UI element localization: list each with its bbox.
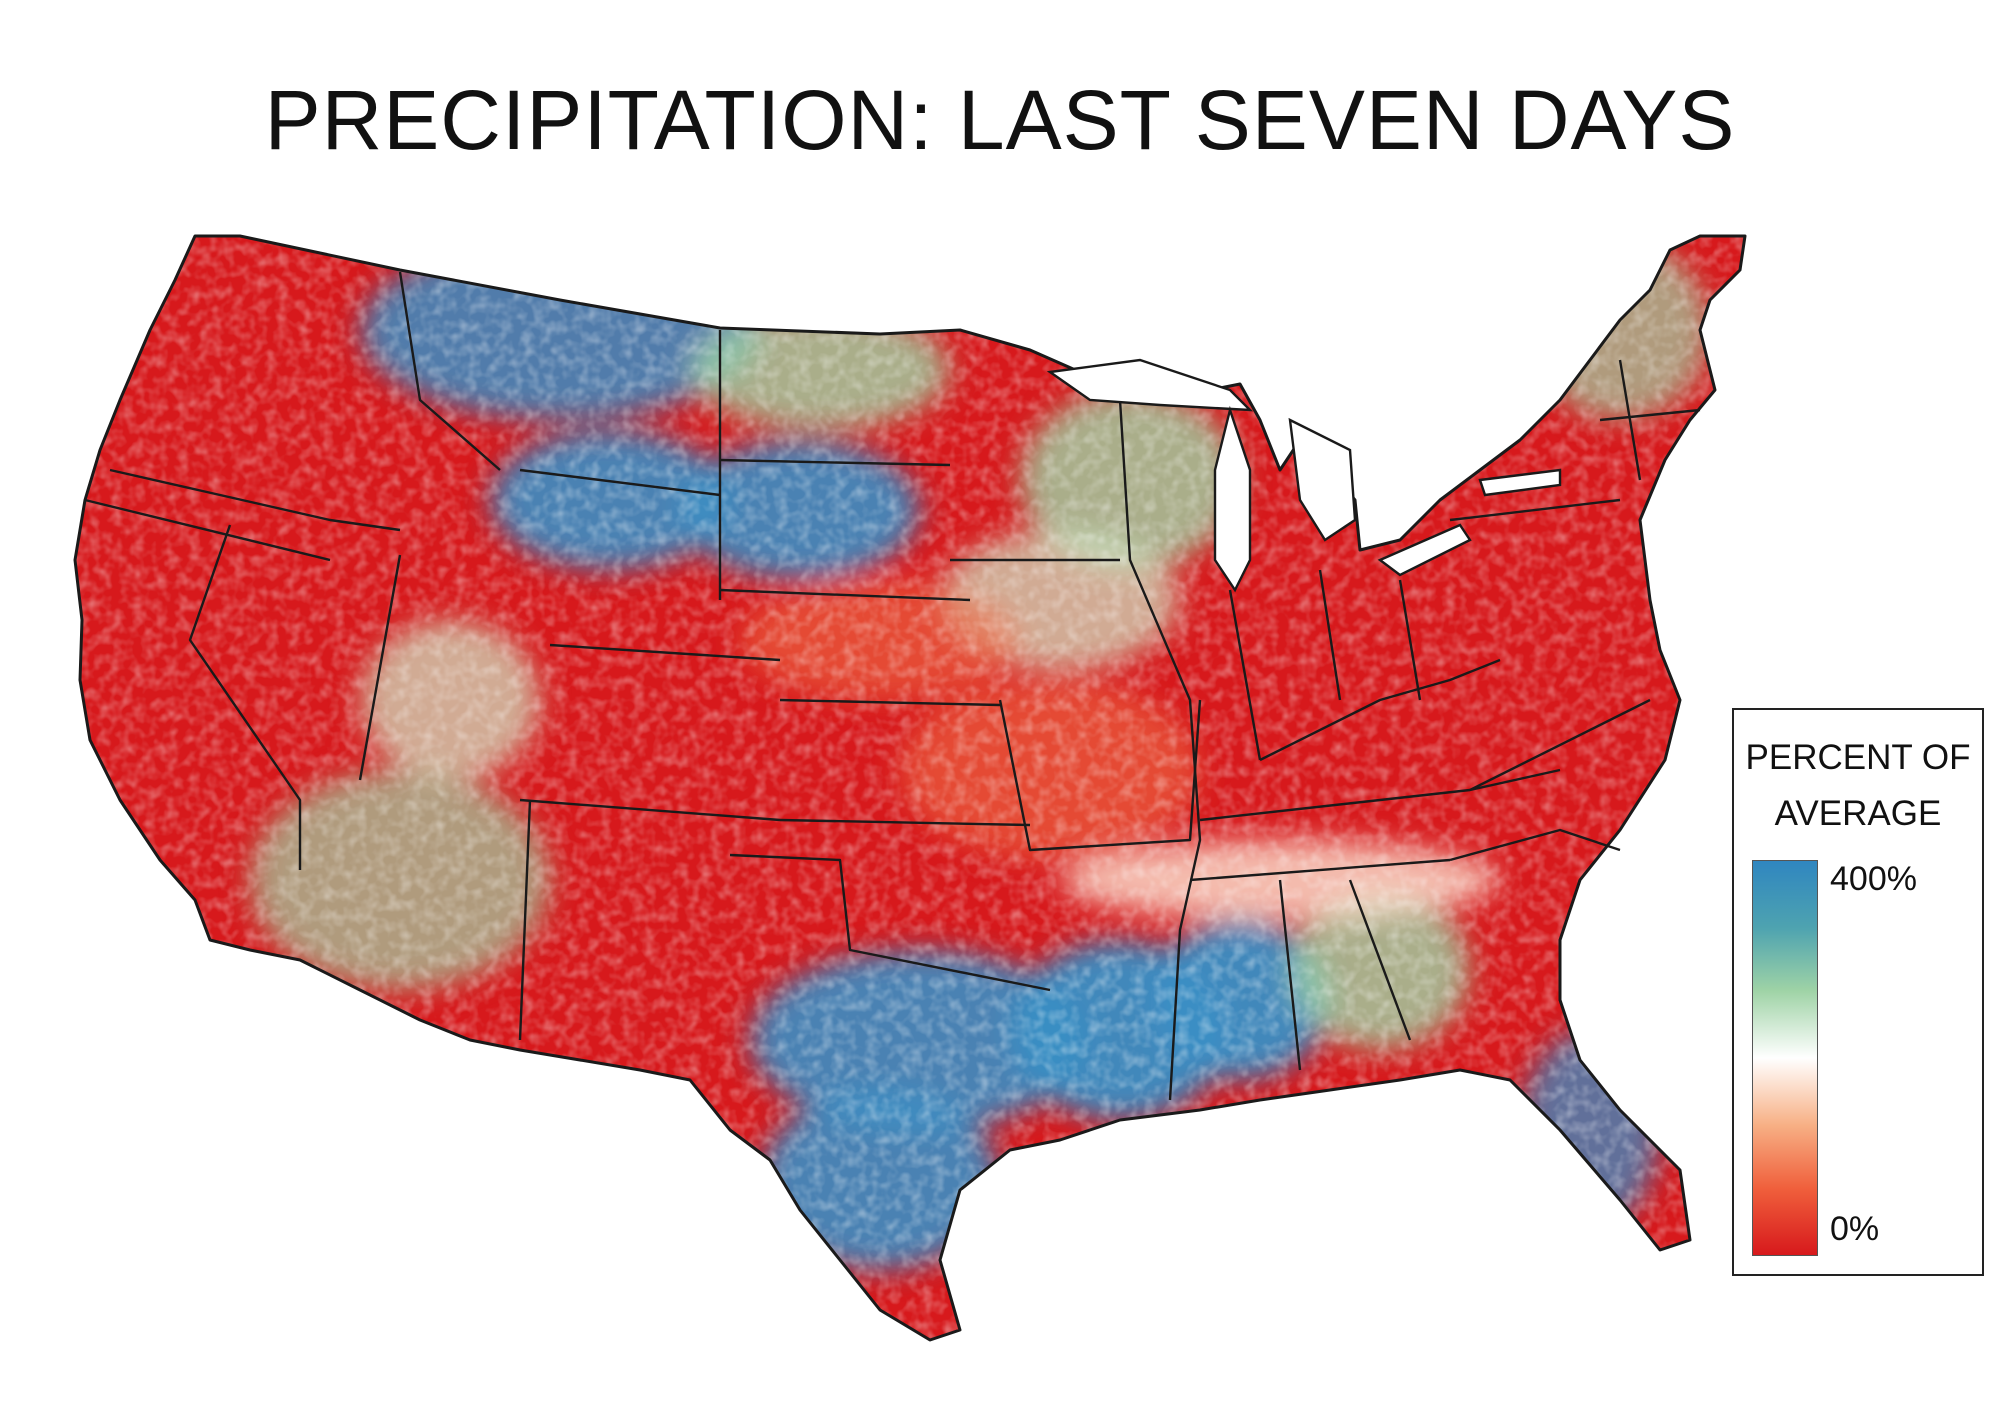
border-al-ga (1348, 879, 1412, 1041)
legend-color-bar (1752, 860, 1818, 1256)
border-mt-wy (519, 468, 721, 497)
border-nv-ut (358, 554, 402, 781)
border-il-in-oh (1228, 569, 1422, 761)
great-lakes (1046, 358, 1562, 593)
border-co-nm (519, 798, 781, 822)
border-ca-nv (188, 524, 302, 870)
border-pa-ny (1449, 498, 1621, 522)
lake-huron (1288, 417, 1357, 542)
border-va-nc (1469, 698, 1651, 792)
border-oh-ky (1259, 658, 1501, 762)
lake-superior (1046, 358, 1254, 412)
lake-michigan (1213, 405, 1252, 593)
border-az-nm (518, 799, 532, 1041)
border-sd-ne (719, 588, 971, 602)
border-id-mt (398, 271, 501, 471)
border-wy-co (549, 643, 781, 662)
border-nd-sd (719, 458, 951, 467)
legend: PERCENT OF AVERAGE 400% 0% (1732, 708, 1984, 1276)
legend-title: PERCENT OF AVERAGE (1734, 730, 1982, 842)
border-mississippi-river (1118, 399, 1202, 1101)
legend-title-line2: AVERAGE (1774, 794, 1942, 833)
lake-ontario (1478, 468, 1562, 497)
border-ok-tx (729, 853, 1051, 992)
border-ms-al (1278, 879, 1302, 1071)
speckle-texture (75, 236, 1745, 1340)
border-nc-sc (1449, 828, 1621, 862)
border-ks-ok (779, 818, 1031, 827)
legend-max-label: 400% (1830, 860, 1917, 898)
border-tn-south (1189, 858, 1451, 882)
legend-title-line1: PERCENT OF (1745, 738, 1971, 777)
border-ne-ks (779, 698, 1001, 707)
border-wa-or (109, 468, 401, 532)
precipitation-field (75, 236, 1745, 1340)
page-title: PRECIPITATION: LAST SEVEN DAYS (264, 73, 1736, 167)
lake-erie (1377, 523, 1472, 577)
border-or-ca (84, 498, 331, 562)
border-new-england (1599, 359, 1701, 481)
state-borders (73, 234, 1747, 1342)
legend-min-label: 0% (1830, 1210, 1880, 1248)
